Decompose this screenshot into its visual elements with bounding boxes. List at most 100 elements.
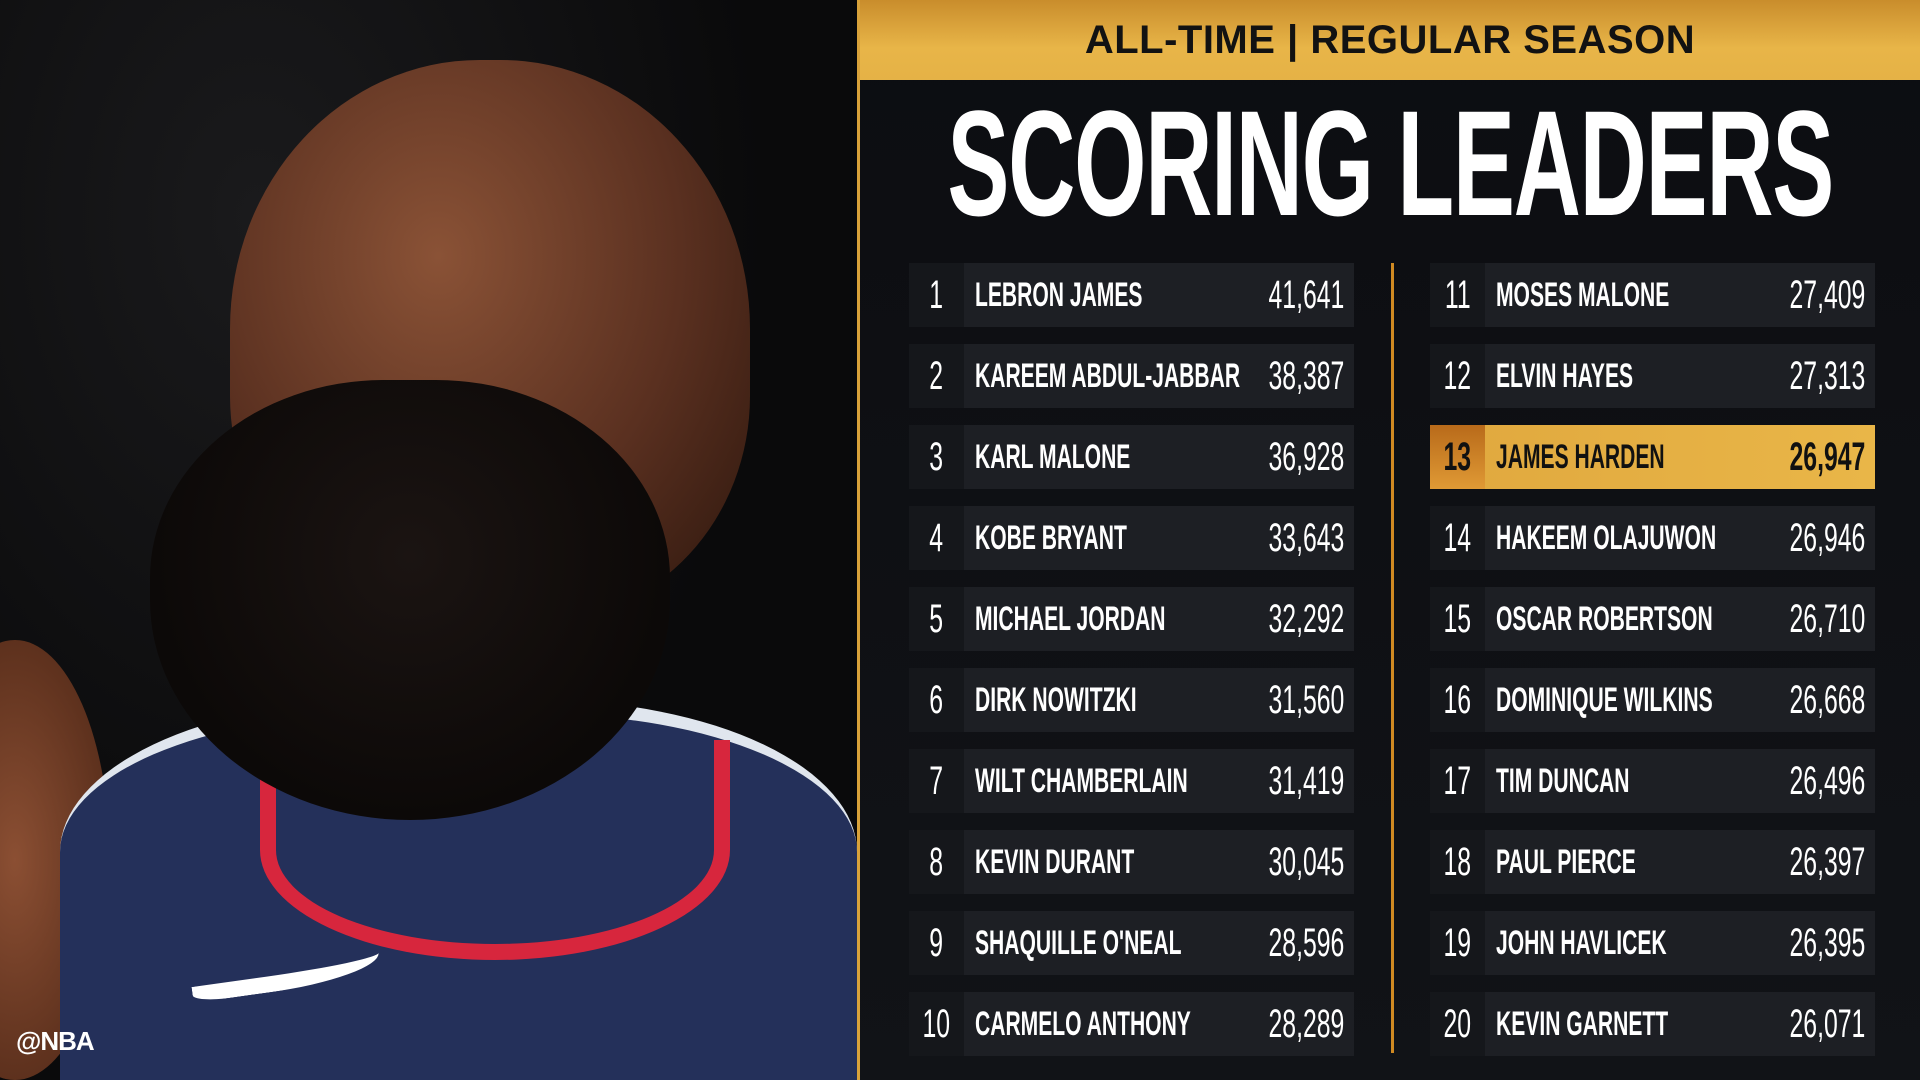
player-name: SHAQUILLE O'NEAL — [975, 923, 1182, 962]
player-name: CARMELO ANTHONY — [975, 1004, 1191, 1043]
player-name: PAUL PIERCE — [1496, 842, 1636, 881]
player-name: HAKEEM OLAJUWON — [1496, 518, 1717, 557]
leader-row: 1 LEBRON JAMES 41,641 — [909, 263, 1354, 327]
rank-cell: 5 — [909, 587, 964, 651]
player-name-cell: DIRK NOWITZKI — [964, 681, 1254, 720]
leader-row: 9 SHAQUILLE O'NEAL 28,596 — [909, 911, 1354, 975]
beard-shape — [150, 380, 670, 820]
points: 28,596 — [1268, 920, 1344, 965]
player-name: WILT CHAMBERLAIN — [975, 761, 1188, 800]
points: 28,289 — [1268, 1001, 1344, 1046]
player-name: DOMINIQUE WILKINS — [1496, 680, 1713, 719]
page-title: SCORING LEADERS — [947, 79, 1834, 247]
points: 36,928 — [1268, 434, 1344, 479]
leader-row: 19 JOHN HAVLICEK 26,395 — [1430, 911, 1875, 975]
leader-row: 18 PAUL PIERCE 26,397 — [1430, 830, 1875, 894]
points: 31,560 — [1268, 677, 1344, 722]
rank-cell: 10 — [909, 992, 964, 1056]
leader-row: 12 ELVIN HAYES 27,313 — [1430, 344, 1875, 408]
leader-row: 7 WILT CHAMBERLAIN 31,419 — [909, 749, 1354, 813]
rank: 19 — [1443, 920, 1472, 965]
leader-row: 17 TIM DUNCAN 26,496 — [1430, 749, 1875, 813]
player-name-cell: OSCAR ROBERTSON — [1485, 600, 1775, 639]
player-name: DIRK NOWITZKI — [975, 680, 1137, 719]
points-cell: 26,668 — [1775, 678, 1875, 723]
player-name: JAMES HARDEN — [1496, 437, 1665, 476]
rank-cell: 19 — [1430, 911, 1485, 975]
player-name-cell: MOSES MALONE — [1485, 276, 1775, 315]
title-container: SCORING LEADERS — [860, 88, 1920, 238]
rank: 7 — [929, 758, 944, 803]
rank: 15 — [1443, 596, 1472, 641]
points-cell: 30,045 — [1254, 840, 1354, 885]
rank-cell: 12 — [1430, 344, 1485, 408]
player-name-cell: SHAQUILLE O'NEAL — [964, 924, 1254, 963]
player-name-cell: WILT CHAMBERLAIN — [964, 762, 1254, 801]
player-name: MICHAEL JORDAN — [975, 599, 1166, 638]
rank: 2 — [929, 353, 944, 398]
player-name-cell: LEBRON JAMES — [964, 276, 1254, 315]
points: 31,419 — [1268, 758, 1344, 803]
leader-row: 6 DIRK NOWITZKI 31,560 — [909, 668, 1354, 732]
leader-row: 5 MICHAEL JORDAN 32,292 — [909, 587, 1354, 651]
player-name-cell: MICHAEL JORDAN — [964, 600, 1254, 639]
rank-cell: 3 — [909, 425, 964, 489]
points-cell: 26,395 — [1775, 921, 1875, 966]
rank: 6 — [929, 677, 944, 722]
points: 41,641 — [1268, 272, 1344, 317]
rank: 20 — [1443, 1001, 1472, 1046]
leaders-column-right: 11 MOSES MALONE 27,409 12 ELVIN HAYES 27,… — [1430, 263, 1875, 1073]
points: 26,668 — [1789, 677, 1865, 722]
points: 27,313 — [1789, 353, 1865, 398]
points-cell: 26,947 — [1775, 435, 1875, 480]
player-name: KEVIN GARNETT — [1496, 1004, 1669, 1043]
points-cell: 26,946 — [1775, 516, 1875, 561]
points-cell: 26,397 — [1775, 840, 1875, 885]
points-cell: 31,560 — [1254, 678, 1354, 723]
points-cell: 32,292 — [1254, 597, 1354, 642]
player-name: ELVIN HAYES — [1496, 356, 1634, 395]
rank-cell: 17 — [1430, 749, 1485, 813]
subtitle-banner: ALL-TIME | REGULAR SEASON — [860, 0, 1920, 80]
points: 26,071 — [1789, 1001, 1865, 1046]
rank-cell: 4 — [909, 506, 964, 570]
leader-row: 15 OSCAR ROBERTSON 26,710 — [1430, 587, 1875, 651]
leader-row: 16 DOMINIQUE WILKINS 26,668 — [1430, 668, 1875, 732]
rank-cell: 7 — [909, 749, 964, 813]
leader-row: 4 KOBE BRYANT 33,643 — [909, 506, 1354, 570]
rank: 8 — [929, 839, 944, 884]
points-cell: 27,409 — [1775, 273, 1875, 318]
player-name-cell: KOBE BRYANT — [964, 519, 1254, 558]
player-name: LEBRON JAMES — [975, 275, 1143, 314]
rank: 18 — [1443, 839, 1472, 884]
points: 30,045 — [1268, 839, 1344, 884]
rank-cell: 8 — [909, 830, 964, 894]
player-name: TIM DUNCAN — [1496, 761, 1630, 800]
leaders-column-left: 1 LEBRON JAMES 41,641 2 KAREEM ABDUL-JABB… — [909, 263, 1354, 1073]
player-name-cell: KAREEM ABDUL-JABBAR — [964, 357, 1254, 396]
rank: 13 — [1443, 434, 1472, 479]
points-cell: 36,928 — [1254, 435, 1354, 480]
leader-row: 2 KAREEM ABDUL-JABBAR 38,387 — [909, 344, 1354, 408]
rank-cell: 9 — [909, 911, 964, 975]
player-name-cell: TIM DUNCAN — [1485, 762, 1775, 801]
points-cell: 33,643 — [1254, 516, 1354, 561]
rank: 16 — [1443, 677, 1472, 722]
leader-row: 11 MOSES MALONE 27,409 — [1430, 263, 1875, 327]
points: 38,387 — [1268, 353, 1344, 398]
player-name-cell: DOMINIQUE WILKINS — [1485, 681, 1775, 720]
player-name: MOSES MALONE — [1496, 275, 1670, 314]
rank: 1 — [929, 272, 944, 317]
rank-cell: 2 — [909, 344, 964, 408]
points: 26,397 — [1789, 839, 1865, 884]
player-name-cell: JOHN HAVLICEK — [1485, 924, 1775, 963]
rank-cell: 14 — [1430, 506, 1485, 570]
leaders-panel: ALL-TIME | REGULAR SEASON SCORING LEADER… — [857, 0, 1920, 1080]
rank: 3 — [929, 434, 944, 479]
rank-cell: 15 — [1430, 587, 1485, 651]
leader-row: 14 HAKEEM OLAJUWON 26,946 — [1430, 506, 1875, 570]
player-name-cell: CARMELO ANTHONY — [964, 1005, 1254, 1044]
points: 26,395 — [1789, 920, 1865, 965]
player-name: OSCAR ROBERTSON — [1496, 599, 1713, 638]
rank-cell: 16 — [1430, 668, 1485, 732]
